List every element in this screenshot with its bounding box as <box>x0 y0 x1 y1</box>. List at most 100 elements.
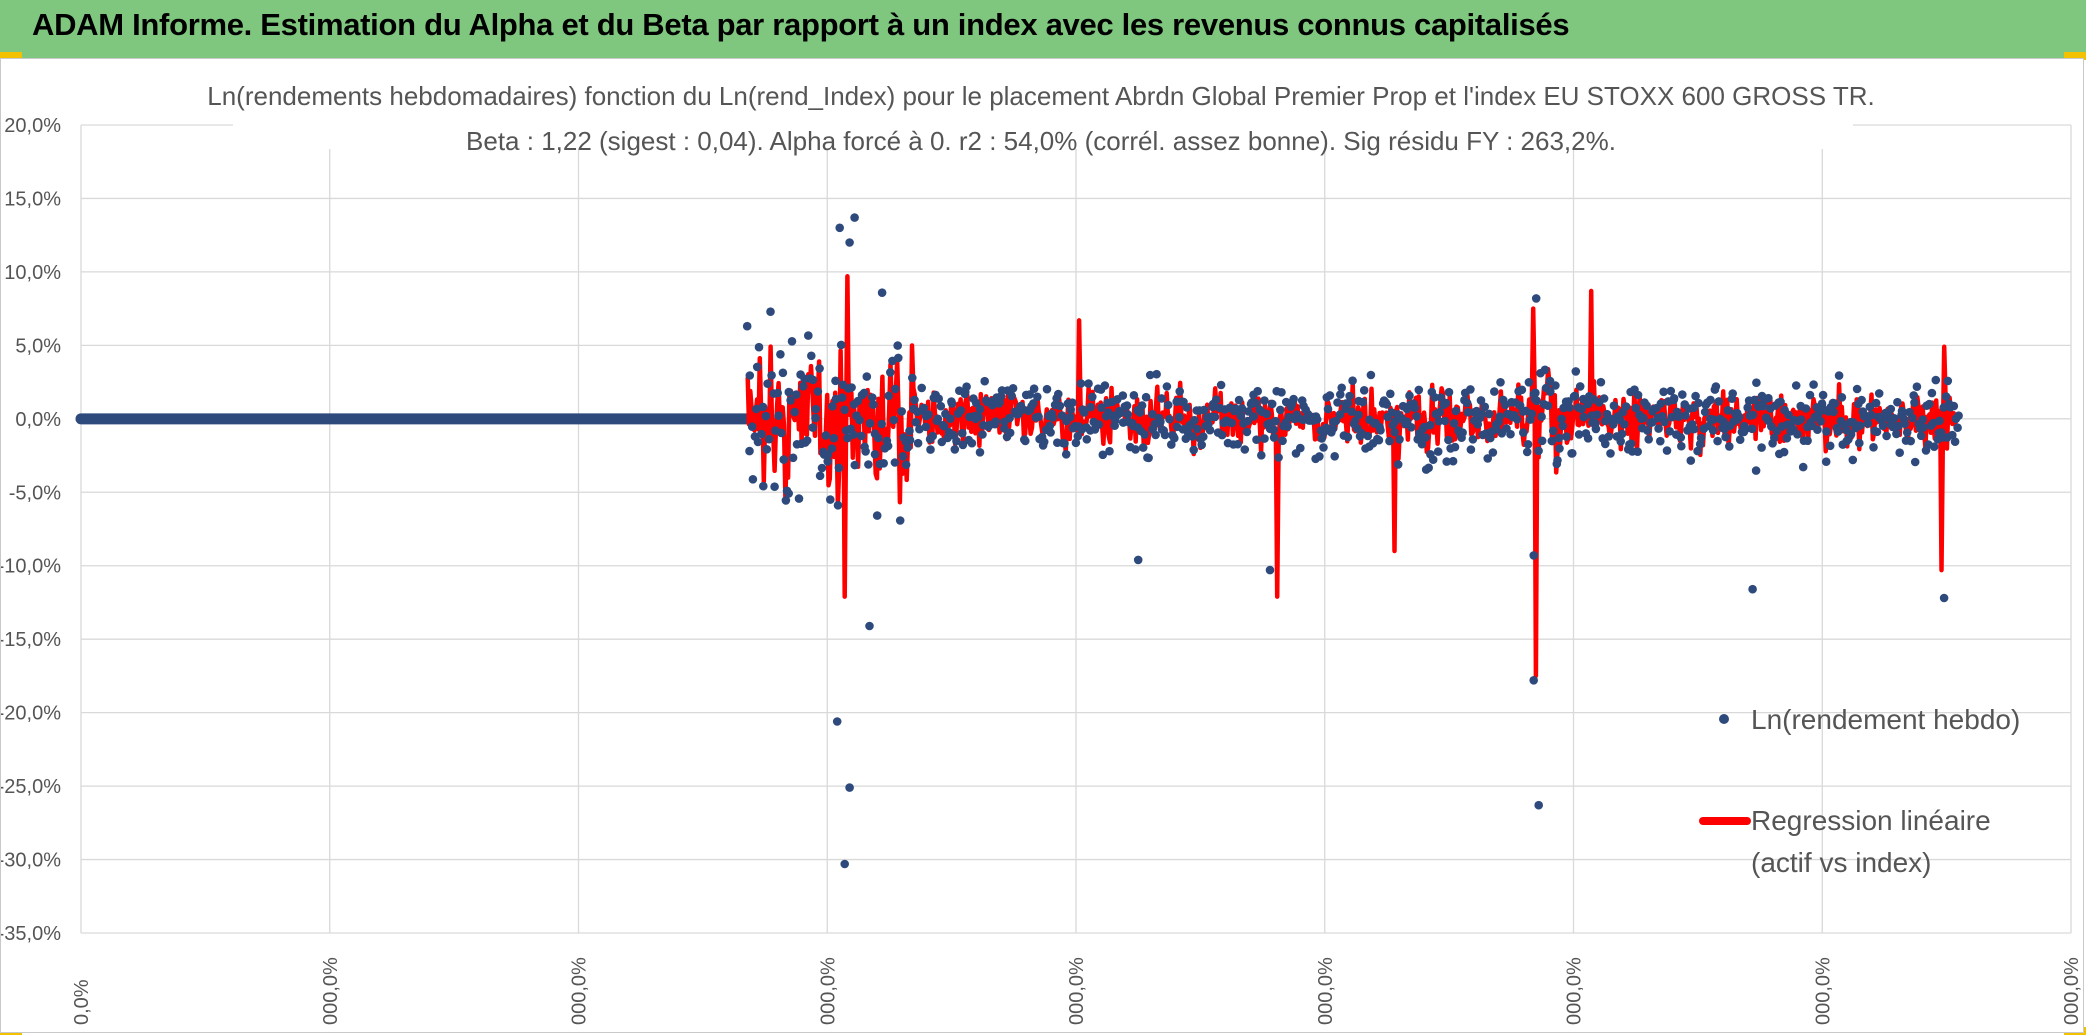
data-point <box>1131 445 1140 454</box>
data-point <box>1046 428 1055 437</box>
data-point <box>1686 456 1696 465</box>
legend-label-regression-2: (actif vs index) <box>1751 847 1932 878</box>
data-point <box>1910 457 1920 467</box>
data-point <box>804 331 813 340</box>
data-point <box>1537 412 1546 422</box>
data-point <box>911 417 921 427</box>
data-point <box>910 395 919 405</box>
data-point <box>1577 404 1586 414</box>
x-tick-label: 000,0% <box>569 957 591 1025</box>
data-point <box>1343 398 1353 408</box>
data-point <box>1666 386 1676 396</box>
data-point <box>971 398 981 408</box>
data-point <box>1575 382 1585 391</box>
data-point <box>1488 448 1498 457</box>
data-point <box>784 489 793 498</box>
data-point <box>1160 430 1170 440</box>
data-point <box>1667 412 1677 422</box>
data-point <box>894 353 903 363</box>
data-point <box>915 424 924 434</box>
data-point <box>1693 446 1702 456</box>
data-point <box>827 444 837 453</box>
data-point <box>1643 426 1652 435</box>
data-point <box>1227 418 1237 428</box>
corner-marker-top-left <box>0 52 22 60</box>
data-point <box>1534 446 1543 456</box>
data-point <box>1583 434 1593 443</box>
data-point <box>811 413 820 423</box>
data-point <box>787 337 797 346</box>
data-point <box>1029 399 1038 408</box>
data-point <box>1562 432 1571 441</box>
data-point <box>903 443 912 452</box>
data-point-outlier <box>1939 593 1949 603</box>
data-point <box>1347 407 1356 417</box>
data-point <box>1386 389 1395 399</box>
data-point <box>1517 385 1527 395</box>
data-point <box>1822 427 1831 436</box>
data-point <box>1931 375 1941 385</box>
data-point <box>781 496 791 505</box>
data-point <box>1144 453 1153 463</box>
regression-line <box>745 274 1961 679</box>
data-point <box>807 351 816 361</box>
data-point <box>1893 397 1902 407</box>
data-point <box>1809 380 1818 389</box>
data-point <box>1451 406 1461 416</box>
data-point <box>1354 410 1363 420</box>
data-point <box>1793 430 1802 439</box>
data-point <box>1141 392 1151 402</box>
data-point <box>813 387 823 396</box>
data-point <box>889 415 899 425</box>
data-point <box>1791 381 1801 390</box>
data-point <box>1949 401 1959 411</box>
data-point <box>1055 401 1065 411</box>
data-point <box>1532 396 1542 406</box>
data-point <box>1801 404 1811 413</box>
data-point <box>975 404 985 414</box>
data-point <box>1837 393 1847 402</box>
data-point <box>1410 403 1420 413</box>
data-point <box>1553 456 1562 465</box>
data-point <box>1719 417 1728 426</box>
data-point <box>1421 433 1430 442</box>
data-point <box>1633 390 1643 400</box>
data-point <box>1366 370 1376 380</box>
data-point <box>826 495 835 504</box>
data-point <box>1105 446 1114 456</box>
data-point <box>1678 390 1687 399</box>
data-point <box>1512 415 1522 424</box>
data-point <box>788 453 798 463</box>
data-point <box>1076 379 1086 388</box>
data-point <box>1189 445 1198 455</box>
data-point <box>1363 431 1373 441</box>
data-point <box>1073 431 1083 441</box>
data-point <box>1909 391 1918 400</box>
data-point <box>1639 413 1648 423</box>
data-point <box>1269 425 1278 434</box>
data-point <box>834 463 844 473</box>
data-point <box>1315 452 1324 461</box>
data-point <box>778 368 788 378</box>
data-point <box>1412 412 1421 421</box>
data-point <box>859 388 869 398</box>
y-tick-label: 20,0% <box>4 115 61 137</box>
data-point <box>1260 396 1269 405</box>
data-point <box>1165 414 1174 424</box>
y-tick-label: 0,0% <box>15 409 61 431</box>
data-point <box>928 431 937 441</box>
data-point <box>1486 433 1495 443</box>
data-point <box>1407 423 1416 432</box>
data-point <box>1948 430 1957 440</box>
data-point-outlier <box>1133 555 1143 565</box>
data-point <box>1148 410 1157 419</box>
data-point <box>774 411 783 421</box>
data-point <box>967 438 977 448</box>
data-point <box>1424 463 1433 473</box>
data-point <box>1741 424 1751 434</box>
data-point-outlier <box>832 717 842 726</box>
data-point <box>1897 406 1907 416</box>
data-point <box>1537 436 1547 446</box>
data-point <box>1048 413 1058 422</box>
data-point <box>762 445 772 454</box>
